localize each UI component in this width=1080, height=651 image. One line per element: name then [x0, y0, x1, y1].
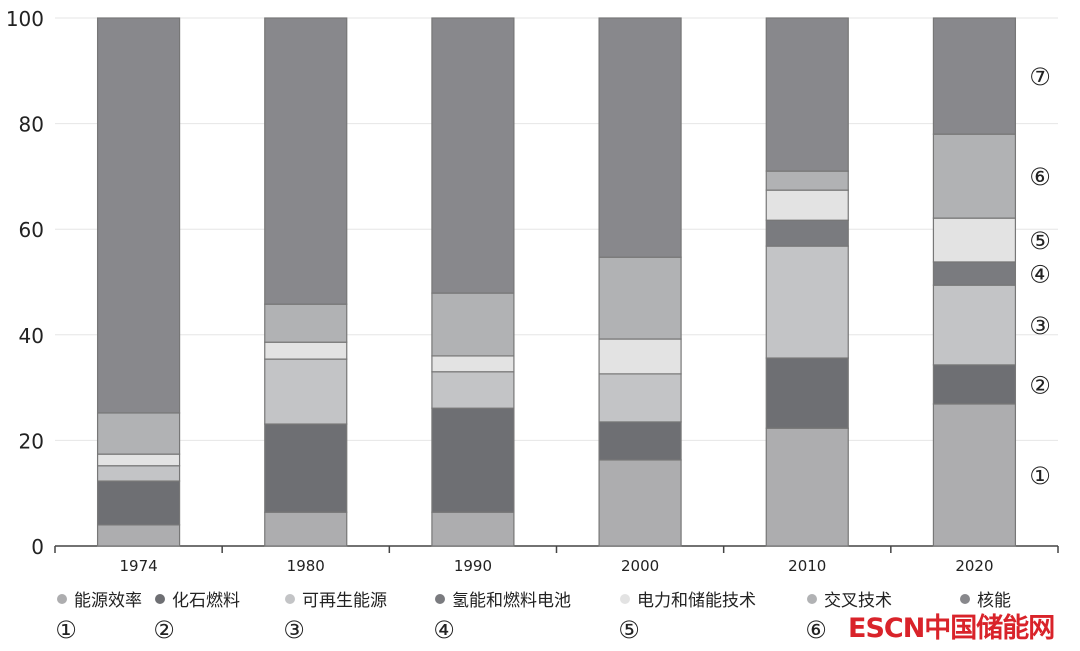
legend-label: 氢能和燃料电池 [452, 591, 571, 611]
bar-segment [765, 245, 849, 359]
bar-segment [598, 256, 682, 340]
legend-swatch [285, 594, 295, 604]
bar-segment [932, 217, 1017, 263]
bar-segment [431, 17, 515, 294]
x-tick-label: 2000 [621, 557, 659, 575]
legend-label: 核能 [977, 591, 1011, 611]
bar-segment [96, 17, 181, 414]
y-tick-label: 20 [19, 429, 44, 453]
legend-swatch [620, 594, 630, 604]
legend-label: 能源效率 [74, 591, 142, 611]
legend-swatch [57, 594, 67, 604]
legend-label: 电力和储能技术 [637, 591, 756, 611]
bar-segment [598, 459, 682, 547]
x-tick-label: 2010 [788, 557, 826, 575]
legend-label: 可再生能源 [302, 591, 387, 611]
segment-marker: ② [1029, 371, 1051, 399]
bar-segment [264, 341, 348, 360]
bar-segment [765, 17, 849, 172]
bar-segment [598, 17, 682, 258]
bar-segment [765, 170, 849, 191]
bar-segment [765, 357, 849, 429]
bar-segment [431, 292, 515, 357]
y-tick-label: 60 [19, 218, 44, 242]
bar-segment [765, 189, 849, 221]
y-tick-label: 0 [31, 535, 44, 559]
legend-swatch [155, 594, 165, 604]
bar-segment [264, 17, 348, 305]
segment-marker: ⑤ [1029, 227, 1051, 255]
segment-marker: ① [1029, 462, 1051, 490]
bar-segment [431, 355, 515, 373]
bar-segment [96, 453, 181, 467]
bar-segment [932, 133, 1017, 219]
legend-marker: ③ [283, 616, 305, 644]
segment-marker: ⑥ [1029, 163, 1051, 191]
bar-segment [598, 421, 682, 461]
x-tick-label: 2020 [955, 557, 993, 575]
legend-marker: ⑤ [618, 616, 640, 644]
bar-segment [932, 17, 1017, 135]
legend-marker: ④ [433, 616, 455, 644]
legend-marker: ② [153, 616, 175, 644]
segment-marker: ③ [1029, 312, 1051, 340]
bar-segment [431, 511, 515, 547]
x-tick-label: 1990 [454, 557, 492, 575]
bar-segment [932, 284, 1017, 366]
bar-segment [932, 261, 1017, 286]
bar-segment [765, 427, 849, 547]
legend-swatch [435, 594, 445, 604]
bar-segment [431, 407, 515, 513]
bar-segment [598, 338, 682, 375]
bar-segment [96, 480, 181, 526]
legend-swatch [960, 594, 970, 604]
bar-segment [598, 373, 682, 423]
watermark: ESCN中国储能网 [848, 613, 1055, 644]
bar-segment [96, 524, 181, 547]
bar-segment [264, 423, 348, 513]
bar-segment [765, 219, 849, 247]
bar-segment [264, 358, 348, 425]
legend-marker: ① [55, 616, 77, 644]
x-tick-label: 1974 [119, 557, 157, 575]
x-tick-label: 1980 [287, 557, 325, 575]
legend-marker: ⑥ [805, 616, 827, 644]
y-tick-label: 80 [19, 113, 44, 137]
bar-segment [264, 303, 348, 343]
bar-segment [96, 465, 181, 482]
bar-segment [932, 364, 1017, 405]
segment-marker: ④ [1029, 261, 1051, 289]
legend-label: 交叉技术 [824, 591, 892, 611]
bar-segment [96, 412, 181, 455]
segment-marker: ⑦ [1029, 63, 1051, 91]
bar-segment [431, 371, 515, 409]
bar-segment [264, 511, 348, 547]
y-tick-label: 40 [19, 324, 44, 348]
legend-swatch [807, 594, 817, 604]
legend-label: 化石燃料 [172, 591, 240, 611]
y-tick-label: 100 [6, 7, 44, 31]
bar-segment [932, 403, 1017, 547]
